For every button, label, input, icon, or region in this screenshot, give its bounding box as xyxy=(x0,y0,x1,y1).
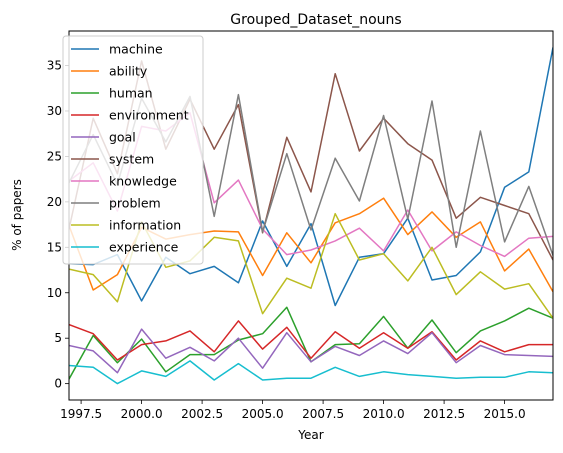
x-tick-label: 2000.0 xyxy=(121,407,163,421)
y-tick-label: 5 xyxy=(54,331,62,345)
legend: machine ability human environment goal system… xyxy=(62,35,204,265)
legend-label-information: information xyxy=(109,218,181,233)
y-tick-label: 15 xyxy=(47,240,62,254)
legend-label-human: human xyxy=(109,86,153,101)
y-tick-label: 0 xyxy=(54,377,62,391)
x-axis: 1997.5 2000.0 2002.5 2005.0 2007.5 2010.0 2012… xyxy=(60,400,526,421)
y-axis-label: % of papers xyxy=(10,179,24,251)
chart-title: Grouped_Dataset_nouns xyxy=(230,12,401,28)
y-tick-label: 20 xyxy=(47,195,62,209)
series-line-goal xyxy=(69,328,553,374)
series-line-machine xyxy=(69,47,553,307)
x-tick-label: 2010.0 xyxy=(363,407,405,421)
legend-label-knowledge: knowledge xyxy=(109,174,177,189)
x-tick-label: 2015.0 xyxy=(484,407,526,421)
x-tick-label: 2007.5 xyxy=(302,407,344,421)
x-tick-label: 2012.5 xyxy=(423,407,465,421)
y-axis: 0 5 10 15 20 25 30 35 xyxy=(47,59,69,391)
x-tick-label: 2005.0 xyxy=(242,407,284,421)
legend-label-environment: environment xyxy=(109,108,189,123)
legend-label-machine: machine xyxy=(109,42,163,57)
y-tick-label: 25 xyxy=(47,149,62,163)
series-line-environment xyxy=(69,320,553,361)
legend-label-ability: ability xyxy=(109,64,148,79)
legend-label-experience: experience xyxy=(109,240,179,255)
legend-label-goal: goal xyxy=(109,130,136,145)
series-line-experience xyxy=(69,360,553,385)
series-line-human xyxy=(69,306,553,380)
y-tick-label: 30 xyxy=(47,104,62,118)
y-tick-label: 10 xyxy=(47,286,62,300)
y-tick-label: 35 xyxy=(47,59,62,73)
legend-label-problem: problem xyxy=(109,196,161,211)
x-tick-label: 1997.5 xyxy=(60,407,102,421)
legend-label-system: system xyxy=(109,152,154,167)
x-tick-label: 2002.5 xyxy=(181,407,223,421)
x-axis-label: Year xyxy=(297,428,323,442)
